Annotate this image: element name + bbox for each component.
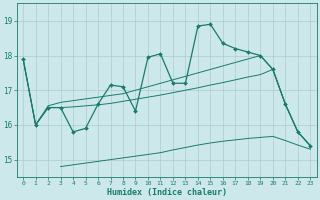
X-axis label: Humidex (Indice chaleur): Humidex (Indice chaleur): [107, 188, 227, 197]
